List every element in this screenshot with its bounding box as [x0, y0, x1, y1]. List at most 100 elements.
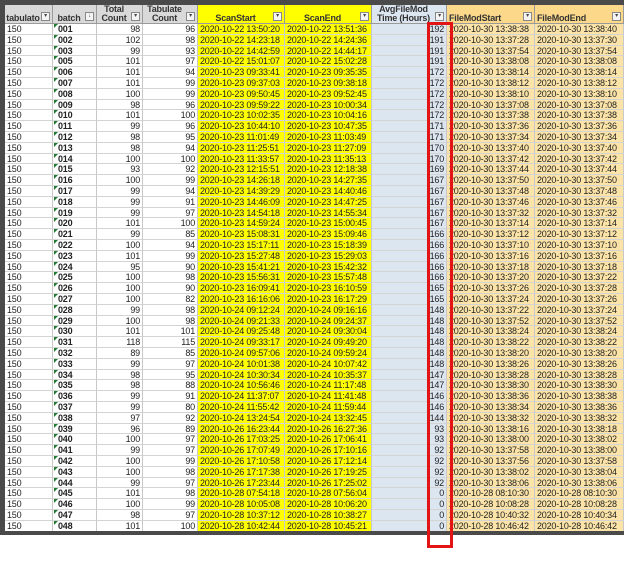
cell-scan_start[interactable]: 2020-10-23 16:16:06 — [198, 294, 285, 305]
cell-tabulator[interactable]: 150 — [5, 196, 53, 208]
cell-fm_start[interactable]: 2020-10-30 13:38:30 — [447, 380, 535, 392]
cell-avg[interactable]: 166 — [372, 229, 447, 240]
cell-avg[interactable]: 0 — [372, 520, 447, 531]
cell-tabulate[interactable]: 96 — [143, 24, 198, 35]
cell-tabulator[interactable]: 150 — [5, 402, 53, 413]
cell-tabulate[interactable]: 100 — [143, 153, 198, 165]
cell-tabulator[interactable]: 150 — [5, 240, 53, 251]
column-header-total[interactable]: Total Count ▾ — [97, 5, 143, 24]
cell-total[interactable]: 100 — [97, 456, 143, 467]
cell-fm_start[interactable]: 2020-10-30 13:37:24 — [447, 294, 535, 305]
cell-avg[interactable]: 92 — [372, 477, 447, 489]
cell-avg[interactable]: 166 — [372, 261, 447, 273]
cell-scan_start[interactable]: 2020-10-24 09:25:48 — [198, 326, 285, 338]
cell-fm_end[interactable]: 2020-10-30 13:38:04 — [535, 466, 624, 478]
cell-scan_start[interactable]: 2020-10-26 17:03:25 — [198, 434, 285, 446]
filter-dropdown-icon[interactable]: ▾ — [523, 12, 532, 21]
cell-fm_end[interactable]: 2020-10-30 13:38:24 — [535, 326, 624, 338]
cell-fm_start[interactable]: 2020-10-28 10:40:32 — [447, 510, 535, 521]
cell-batch[interactable]: 047 — [53, 510, 97, 521]
cell-scan_end[interactable]: 2020-10-22 14:44:17 — [285, 45, 372, 57]
cell-batch[interactable]: 006 — [53, 67, 97, 78]
cell-avg[interactable]: 92 — [372, 466, 447, 478]
cell-fm_end[interactable]: 2020-10-30 13:38:00 — [535, 445, 624, 456]
cell-tabulate[interactable]: 99 — [143, 499, 198, 510]
cell-tabulate[interactable]: 100 — [143, 218, 198, 230]
cell-scan_end[interactable]: 2020-10-23 15:00:45 — [285, 218, 372, 230]
cell-scan_end[interactable]: 2020-10-24 13:32:45 — [285, 412, 372, 424]
cell-scan_start[interactable]: 2020-10-26 16:23:44 — [198, 423, 285, 435]
cell-tabulator[interactable]: 150 — [5, 272, 53, 284]
cell-tabulator[interactable]: 150 — [5, 466, 53, 478]
cell-avg[interactable]: 172 — [372, 67, 447, 78]
cell-scan_end[interactable]: 2020-10-23 16:17:29 — [285, 294, 372, 305]
cell-scan_end[interactable]: 2020-10-26 17:25:02 — [285, 477, 372, 489]
cell-avg[interactable]: 93 — [372, 434, 447, 446]
cell-fm_start[interactable]: 2020-10-30 13:37:38 — [447, 110, 535, 122]
cell-tabulator[interactable]: 150 — [5, 250, 53, 262]
cell-fm_start[interactable]: 2020-10-30 13:38:00 — [447, 434, 535, 446]
cell-fm_start[interactable]: 2020-10-30 13:38:32 — [447, 412, 535, 424]
cell-tabulator[interactable]: 150 — [5, 207, 53, 219]
cell-fm_start[interactable]: 2020-10-30 13:37:36 — [447, 121, 535, 132]
cell-scan_start[interactable]: 2020-10-23 12:15:51 — [198, 164, 285, 176]
cell-tabulate[interactable]: 95 — [143, 132, 198, 143]
cell-fm_start[interactable]: 2020-10-30 13:38:22 — [447, 337, 535, 348]
cell-batch[interactable]: 015 — [53, 164, 97, 176]
cell-scan_start[interactable]: 2020-10-22 13:50:20 — [198, 24, 285, 35]
cell-fm_end[interactable]: 2020-10-30 13:37:42 — [535, 153, 624, 165]
cell-avg[interactable]: 92 — [372, 445, 447, 456]
cell-batch[interactable]: 008 — [53, 88, 97, 100]
cell-tabulate[interactable]: 92 — [143, 412, 198, 424]
cell-scan_end[interactable]: 2020-10-24 09:49:20 — [285, 337, 372, 348]
cell-tabulator[interactable]: 150 — [5, 121, 53, 132]
cell-avg[interactable]: 172 — [372, 78, 447, 89]
cell-tabulate[interactable]: 96 — [143, 121, 198, 132]
cell-avg[interactable]: 169 — [372, 164, 447, 176]
cell-scan_start[interactable]: 2020-10-23 14:39:29 — [198, 186, 285, 197]
cell-scan_end[interactable]: 2020-10-23 14:40:46 — [285, 186, 372, 197]
filter-dropdown-icon[interactable]: ▾ — [273, 12, 282, 21]
cell-scan_end[interactable]: 2020-10-24 11:59:44 — [285, 402, 372, 413]
cell-fm_start[interactable]: 2020-10-30 13:37:10 — [447, 240, 535, 251]
cell-total[interactable]: 99 — [97, 477, 143, 489]
cell-scan_start[interactable]: 2020-10-24 09:33:17 — [198, 337, 285, 348]
cell-fm_start[interactable]: 2020-10-30 13:37:52 — [447, 315, 535, 327]
cell-batch[interactable]: 028 — [53, 304, 97, 316]
cell-total[interactable]: 101 — [97, 250, 143, 262]
cell-scan_end[interactable]: 2020-10-24 10:35:37 — [285, 369, 372, 381]
cell-scan_start[interactable]: 2020-10-28 10:37:12 — [198, 510, 285, 521]
cell-scan_start[interactable]: 2020-10-23 14:54:18 — [198, 207, 285, 219]
cell-tabulate[interactable]: 98 — [143, 315, 198, 327]
cell-scan_start[interactable]: 2020-10-24 09:12:24 — [198, 304, 285, 316]
cell-total[interactable]: 100 — [97, 175, 143, 186]
cell-total[interactable]: 101 — [97, 218, 143, 230]
filter-dropdown-icon[interactable]: ▾ — [435, 12, 444, 21]
cell-tabulate[interactable]: 96 — [143, 99, 198, 111]
cell-total[interactable]: 89 — [97, 348, 143, 359]
cell-scan_start[interactable]: 2020-10-23 11:33:57 — [198, 153, 285, 165]
cell-scan_end[interactable]: 2020-10-26 16:27:36 — [285, 423, 372, 435]
cell-tabulator[interactable]: 150 — [5, 380, 53, 392]
cell-scan_start[interactable]: 2020-10-23 14:46:09 — [198, 196, 285, 208]
cell-tabulator[interactable]: 150 — [5, 423, 53, 435]
cell-batch[interactable]: 030 — [53, 326, 97, 338]
filter-dropdown-icon[interactable]: ▾ — [612, 12, 621, 21]
cell-fm_end[interactable]: 2020-10-28 10:40:34 — [535, 510, 624, 521]
cell-scan_start[interactable]: 2020-10-26 17:10:58 — [198, 456, 285, 467]
cell-total[interactable]: 100 — [97, 294, 143, 305]
cell-fm_end[interactable]: 2020-10-30 13:37:34 — [535, 132, 624, 143]
cell-batch[interactable]: 023 — [53, 250, 97, 262]
cell-batch[interactable]: 014 — [53, 153, 97, 165]
cell-tabulate[interactable]: 97 — [143, 445, 198, 456]
cell-fm_start[interactable]: 2020-10-30 13:37:14 — [447, 218, 535, 230]
cell-scan_start[interactable]: 2020-10-23 09:37:03 — [198, 78, 285, 89]
cell-total[interactable]: 99 — [97, 358, 143, 370]
cell-scan_start[interactable]: 2020-10-24 11:37:07 — [198, 391, 285, 402]
cell-tabulate[interactable]: 100 — [143, 110, 198, 122]
cell-fm_start[interactable]: 2020-10-30 13:38:08 — [447, 56, 535, 68]
cell-fm_start[interactable]: 2020-10-28 10:46:42 — [447, 520, 535, 531]
cell-scan_end[interactable]: 2020-10-22 14:24:36 — [285, 34, 372, 46]
cell-fm_start[interactable]: 2020-10-30 13:38:36 — [447, 391, 535, 402]
cell-fm_start[interactable]: 2020-10-30 13:38:28 — [447, 369, 535, 381]
